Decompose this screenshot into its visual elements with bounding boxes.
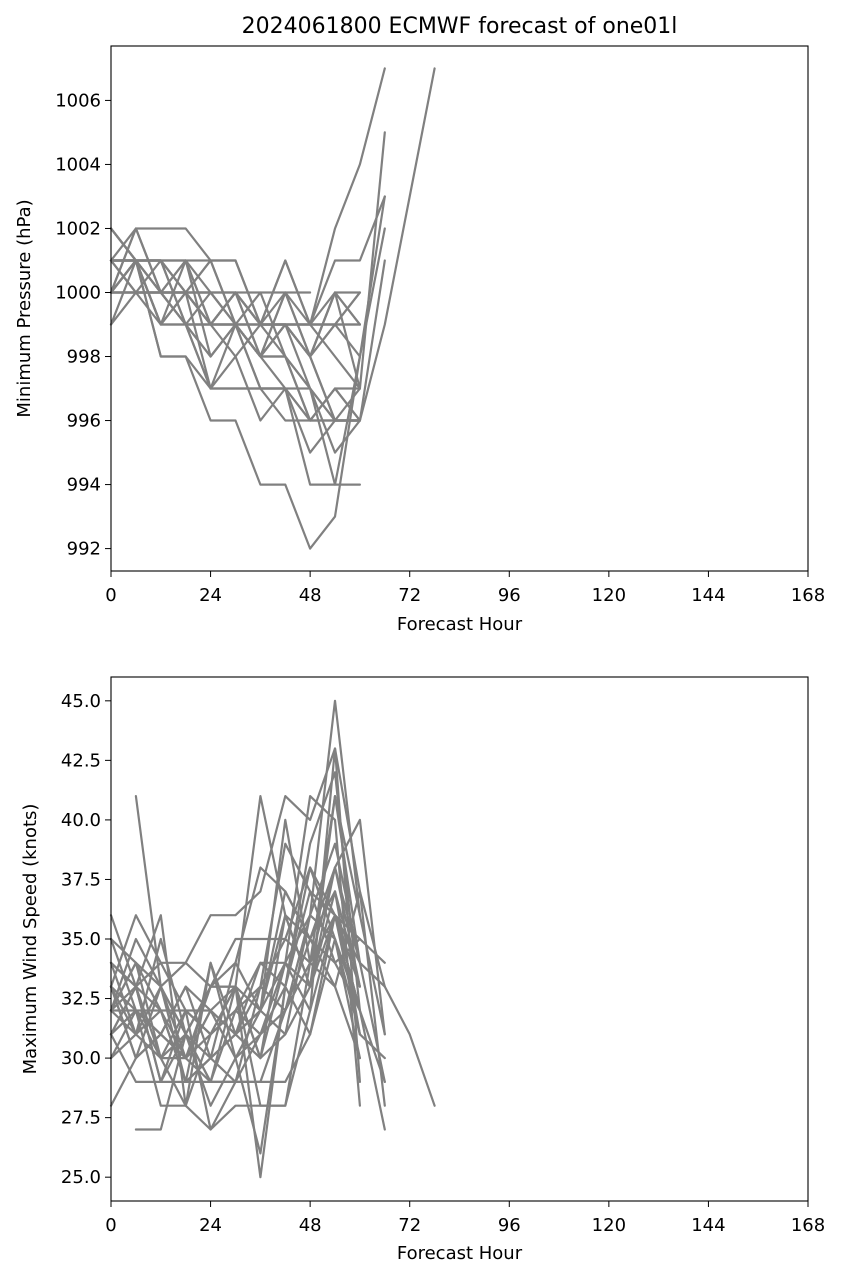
wind-x-tick-label: 120 (592, 1215, 626, 1236)
pressure-y-tick-label: 992 (67, 539, 101, 560)
pressure-series-group (109, 67, 436, 550)
wind-x-tick-label: 48 (299, 1215, 322, 1236)
pressure-y-tick-label: 1004 (55, 154, 101, 175)
chart-title: 2024061800 ECMWF forecast of one01l (242, 14, 678, 39)
wind-y-tick-label: 32.5 (61, 989, 101, 1010)
wind-y-tick-label: 25.0 (61, 1167, 101, 1188)
pressure-y-axis-label: Minimum Pressure (hPa) (14, 199, 35, 417)
wind-member-line-26 (109, 914, 361, 1036)
pressure-member-line-27 (109, 67, 436, 422)
pressure-x-axis-label: Forecast Hour (397, 614, 523, 635)
wind-x-tick-label: 168 (791, 1215, 825, 1236)
pressure-y-ticks: 992 994 996 998 1000 1002 1004 1006 (55, 90, 111, 560)
pressure-y-tick-label: 1006 (55, 90, 101, 111)
pressure-plot-frame (110, 45, 809, 572)
pressure-member-line-10 (109, 227, 361, 422)
pressure-y-tick-label: 1000 (55, 282, 101, 303)
pressure-member-line-26 (109, 291, 361, 486)
wind-y-tick-label: 37.5 (61, 869, 101, 890)
wind-y-tick-label: 27.5 (61, 1108, 101, 1129)
pressure-x-tick-label: 24 (199, 585, 222, 606)
pressure-y-tick-label: 1002 (55, 218, 101, 239)
wind-plot-frame (110, 676, 809, 1202)
wind-y-tick-label: 42.5 (61, 750, 101, 771)
wind-x-tick-label: 96 (498, 1215, 521, 1236)
pressure-y-tick-label: 998 (67, 347, 101, 368)
wind-member-line-25 (109, 914, 386, 1060)
pressure-x-ticks: 0 24 48 72 96 120 144 168 (105, 571, 825, 606)
wind-chart: 25.0 27.5 30.0 32.5 35.0 37.5 40.0 42.5 45.0 0 24… (20, 676, 825, 1264)
wind-y-axis-label: Maximum Wind Speed (knots) (20, 804, 41, 1075)
pressure-x-tick-label: 168 (791, 585, 825, 606)
wind-member-line-24 (109, 961, 361, 1084)
wind-x-ticks: 0 24 48 72 96 120 144 168 (105, 1201, 825, 1236)
pressure-x-tick-label: 48 (299, 585, 322, 606)
pressure-chart: 2024061800 ECMWF forecast of one01l 9929… (14, 14, 825, 635)
wind-x-tick-label: 0 (105, 1215, 116, 1236)
pressure-y-tick-label: 994 (67, 475, 101, 496)
pressure-y-tick-label: 996 (67, 411, 101, 432)
wind-x-tick-label: 72 (398, 1215, 421, 1236)
wind-y-ticks: 25.0 27.5 30.0 32.5 35.0 37.5 40.0 42.5 45.0 (61, 691, 111, 1188)
pressure-x-tick-label: 120 (592, 585, 626, 606)
pressure-x-tick-label: 0 (105, 585, 116, 606)
wind-member-line-19 (109, 866, 386, 1084)
wind-series-group (109, 699, 436, 1179)
pressure-x-tick-label: 96 (498, 585, 521, 606)
wind-y-tick-label: 30.0 (61, 1048, 101, 1069)
wind-y-tick-label: 35.0 (61, 929, 101, 950)
pressure-x-tick-label: 72 (398, 585, 421, 606)
wind-y-tick-label: 40.0 (61, 810, 101, 831)
wind-y-tick-label: 45.0 (61, 691, 101, 712)
wind-x-tick-label: 24 (199, 1215, 222, 1236)
wind-x-axis-label: Forecast Hour (397, 1243, 523, 1264)
wind-member-line-3 (109, 747, 436, 1107)
wind-x-tick-label: 144 (691, 1215, 725, 1236)
pressure-x-tick-label: 144 (691, 585, 725, 606)
